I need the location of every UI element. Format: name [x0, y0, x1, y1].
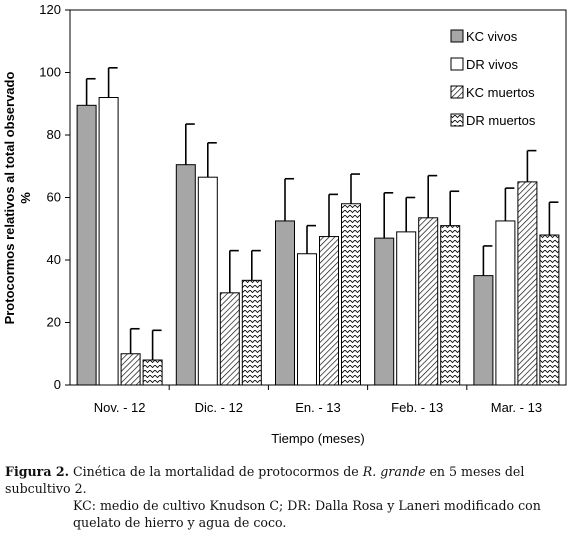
legend-label: DR vivos: [466, 57, 519, 72]
bar: [197, 176, 218, 386]
bar: [241, 279, 262, 386]
bar: [275, 220, 295, 386]
bar: [219, 292, 240, 386]
legend-label: KC muertos: [466, 85, 535, 100]
bar: [98, 97, 119, 386]
x-tick-label: En. - 13: [295, 400, 341, 415]
y-axis-label: Protocormos relativos al total observado: [2, 72, 17, 325]
bar: [374, 237, 395, 386]
bar: [396, 231, 417, 386]
legend-label: DR muertos: [466, 113, 536, 128]
y-axis-unit: %: [18, 192, 33, 204]
y-tick-label: 60: [47, 190, 61, 205]
x-tick-label: Feb. - 13: [391, 400, 443, 415]
y-tick-label: 100: [39, 65, 61, 80]
caption-text-end: en 5 meses del subcultivo 2.: [5, 464, 525, 496]
bar: [319, 236, 339, 386]
y-tick-label: 120: [39, 2, 61, 17]
y-tick-label: 20: [47, 315, 61, 330]
caption-label: Figura 2.: [5, 464, 70, 479]
legend-swatch: [450, 29, 464, 43]
bar: [120, 353, 141, 386]
legend-swatch: [450, 57, 464, 71]
bar: [76, 104, 97, 386]
y-tick-label: 40: [47, 252, 61, 267]
bar: [175, 164, 196, 386]
bar: [440, 225, 461, 386]
bar: [495, 220, 516, 386]
x-tick-label: Dic. - 12: [195, 400, 243, 415]
bar: [473, 275, 494, 386]
legend-swatch: [450, 113, 464, 127]
caption-note: KC: medio de cultivo Knudson C; DR: Dall…: [73, 498, 541, 530]
figure-caption: Figura 2. Cinética de la mortalidad de p…: [5, 463, 577, 531]
x-axis-label: Tiempo (meses): [271, 431, 364, 446]
bar: [297, 253, 317, 386]
legend-swatch: [450, 85, 464, 99]
bar: [142, 359, 163, 386]
x-tick-label: Mar. - 13: [491, 400, 542, 415]
bar: [517, 181, 538, 386]
caption-text: Cinética de la mortalidad de protocormos…: [69, 464, 363, 479]
legend-label: KC vivos: [466, 29, 518, 44]
x-tick-label: Nov. - 12: [94, 400, 146, 415]
bar: [539, 234, 560, 386]
bar: [418, 217, 439, 386]
bar-chart: 0 20 40 60 80 100 120 Nov. - 12 Dic. - 12 En. - 1…: [2, 2, 567, 446]
bar: [341, 203, 361, 386]
caption-species: R. grande: [362, 464, 426, 479]
y-tick-label: 0: [54, 377, 61, 392]
y-tick-label: 80: [47, 127, 61, 142]
